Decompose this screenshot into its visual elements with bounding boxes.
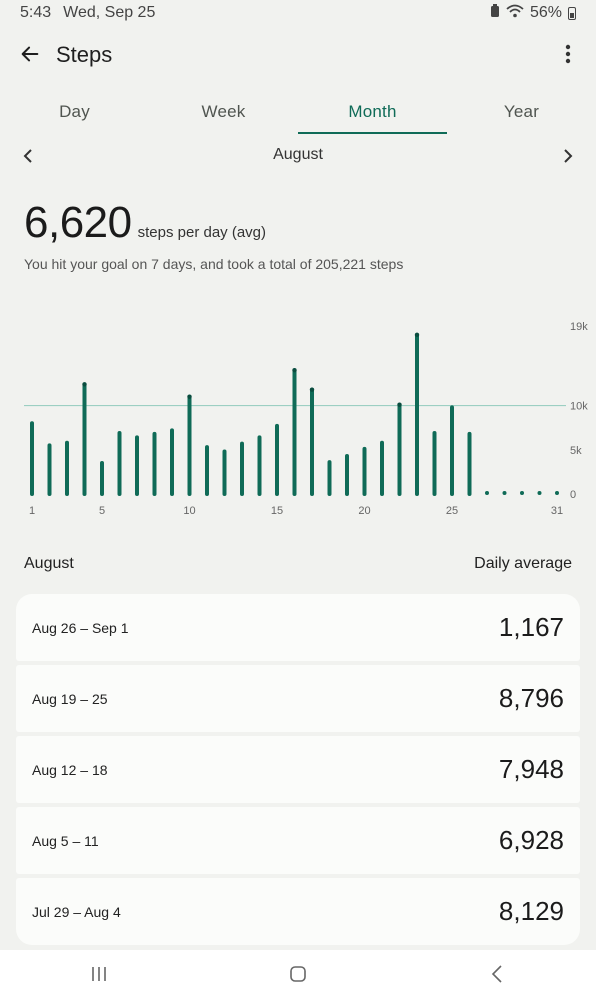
- week-row[interactable]: Aug 26 – Sep 1 1,167: [16, 594, 580, 661]
- more-vert-icon: [565, 44, 571, 64]
- x-tick-label: 5: [99, 505, 105, 517]
- nav-back-icon: [491, 965, 502, 983]
- day-bar-empty[interactable]: [555, 491, 559, 495]
- week-row[interactable]: Jul 29 – Aug 4 8,129: [16, 878, 580, 945]
- battery-saver-icon: [490, 3, 500, 23]
- arrow-left-icon: [21, 46, 39, 62]
- week-row[interactable]: Aug 5 – 11 6,928: [16, 807, 580, 874]
- month-navigation: August: [0, 140, 596, 170]
- goal-summary: You hit your goal on 7 days, and took a …: [24, 256, 404, 272]
- week-average: 7,948: [498, 754, 564, 784]
- weekly-list-header: August Daily average: [24, 552, 572, 576]
- week-average: 8,796: [498, 683, 564, 713]
- goal-reached-dot: [292, 368, 297, 373]
- week-average: 6,928: [498, 825, 564, 855]
- wifi-icon: [506, 4, 524, 23]
- chevron-right-icon: [564, 149, 573, 163]
- nav-back-button[interactable]: [467, 954, 527, 994]
- week-range: Aug 26 – Sep 1: [32, 619, 129, 636]
- recents-icon: [92, 967, 107, 981]
- goal-reached-dot: [397, 402, 402, 407]
- y-tick-label: 5k: [570, 445, 582, 457]
- goal-reached-dot: [414, 332, 420, 338]
- page-title: Steps: [56, 42, 113, 67]
- home-button[interactable]: [268, 954, 328, 994]
- week-average: 1,167: [498, 612, 564, 642]
- back-button[interactable]: [14, 38, 46, 70]
- tab-year[interactable]: Year: [503, 102, 540, 121]
- week-range: Aug 5 – 11: [32, 832, 99, 849]
- system-nav-bar: [0, 950, 596, 998]
- day-bar-empty[interactable]: [537, 491, 542, 495]
- week-range: Aug 12 – 18: [32, 761, 108, 778]
- recents-button[interactable]: [69, 954, 129, 994]
- status-time: 5:43: [20, 4, 52, 21]
- list-metric-label: Daily average: [474, 555, 572, 572]
- day-bar-empty[interactable]: [502, 491, 507, 495]
- tab-week[interactable]: Week: [201, 102, 246, 121]
- more-options-button[interactable]: [552, 38, 584, 70]
- battery-icon: [568, 6, 576, 20]
- y-tick-label: 0: [570, 489, 576, 501]
- x-tick-label: 20: [358, 505, 370, 517]
- day-bar-empty[interactable]: [520, 491, 524, 495]
- weekly-averages-list: Aug 26 – Sep 1 1,167 Aug 19 – 25 8,796 A…: [16, 594, 580, 949]
- week-row[interactable]: Aug 19 – 25 8,796: [16, 665, 580, 732]
- x-tick-label: 10: [183, 505, 195, 517]
- week-average: 8,129: [498, 896, 564, 926]
- steps-summary: 6,620 steps per day (avg) You hit your g…: [24, 198, 403, 272]
- x-tick-label: 25: [446, 505, 458, 517]
- goal-reached-dot: [309, 387, 315, 392]
- status-date: Wed, Sep 25: [63, 4, 156, 21]
- tab-day[interactable]: Day: [59, 102, 90, 121]
- average-unit: steps per day (avg): [137, 224, 267, 241]
- average-steps: 6,620: [24, 198, 132, 247]
- battery-level: 56%: [529, 4, 562, 21]
- y-tick-label: 10k: [570, 401, 588, 413]
- x-tick-label: 1: [29, 505, 35, 517]
- chevron-left-icon: [23, 149, 32, 163]
- previous-month-button[interactable]: [16, 144, 40, 168]
- x-tick-label: 15: [271, 505, 283, 517]
- x-tick-label: 31: [551, 505, 563, 517]
- status-bar: 5:43 Wed, Sep 25 56%: [0, 0, 596, 26]
- app-bar: Steps: [0, 30, 596, 82]
- day-bar-empty[interactable]: [485, 491, 489, 495]
- next-month-button[interactable]: [556, 144, 580, 168]
- tab-month[interactable]: Month: [298, 90, 447, 136]
- goal-reached-dot: [82, 382, 87, 387]
- period-tabs: Day Week Month Year: [0, 90, 596, 136]
- week-range: Jul 29 – Aug 4: [32, 903, 121, 920]
- y-tick-label: 19k: [570, 321, 588, 333]
- month-label: August: [273, 146, 323, 163]
- week-row[interactable]: Aug 12 – 18 7,948: [16, 736, 580, 803]
- home-icon: [290, 966, 306, 982]
- goal-reached-dot: [187, 394, 192, 399]
- week-range: Aug 19 – 25: [32, 690, 108, 707]
- list-period-label: August: [24, 555, 74, 572]
